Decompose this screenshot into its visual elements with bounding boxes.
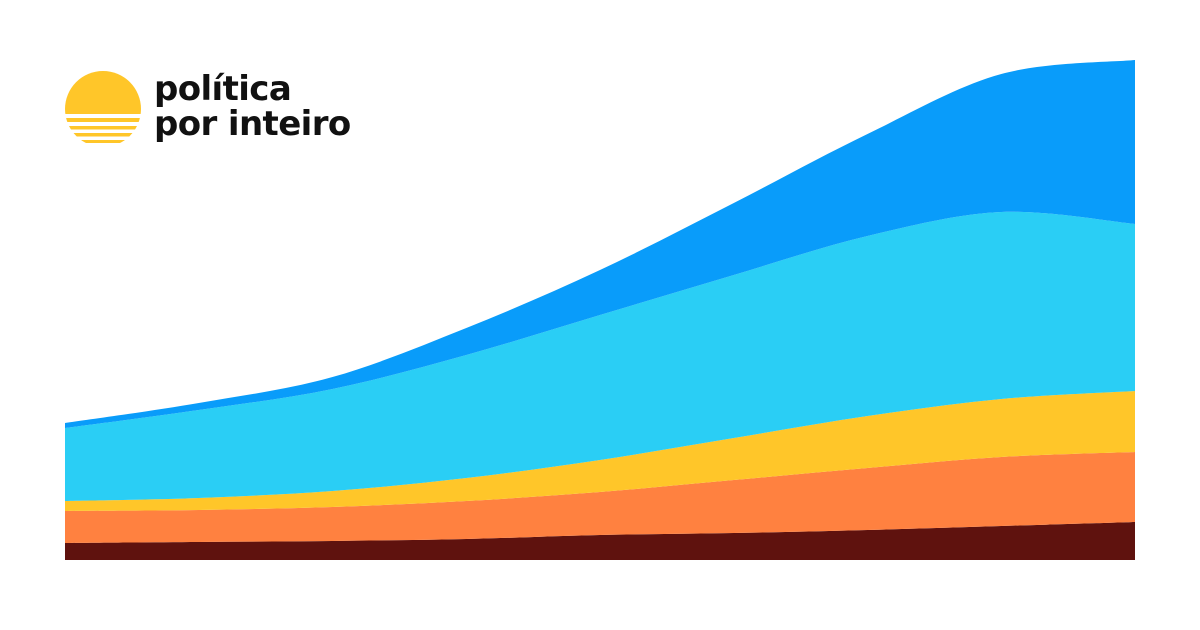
area-series-5 <box>65 60 1135 428</box>
area-series-4 <box>65 211 1135 501</box>
area-series-2 <box>65 452 1135 543</box>
brand-name: política por inteiro <box>154 72 351 142</box>
area-series-3 <box>65 391 1135 511</box>
brand-name-line1: política <box>154 69 292 109</box>
brand-name-line2: por inteiro <box>154 104 351 144</box>
area-series-1 <box>65 522 1135 560</box>
sun-icon <box>65 71 141 143</box>
